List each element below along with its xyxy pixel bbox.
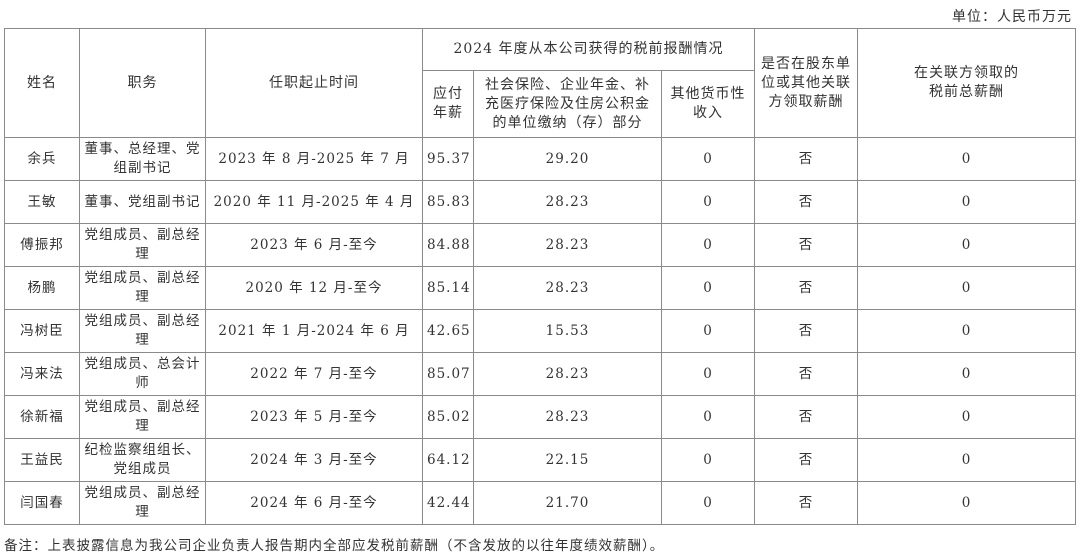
header-related: 在关联方领取的税前总薪酬	[857, 28, 1076, 138]
cell-position: 纪检监察组组长、党组成员	[79, 438, 206, 482]
cell-name: 闫国春	[4, 481, 80, 525]
cell-salary: 85.02	[422, 395, 474, 439]
cell-salary: 85.14	[422, 266, 474, 310]
table-row: 徐新福 党组成员、副总经理 2023 年 5 月-至今 85.02 28.23 0 否 0	[4, 395, 1076, 439]
cell-social: 29.20	[473, 137, 662, 181]
cell-salary: 85.83	[422, 180, 474, 224]
cell-related: 0	[857, 180, 1076, 224]
cell-salary: 64.12	[422, 438, 474, 482]
cell-other: 0	[661, 352, 755, 396]
cell-term: 2021 年 1 月-2024 年 6 月	[205, 309, 423, 353]
header-shareholder: 是否在股东单位或其他关联方领取薪酬	[754, 28, 858, 138]
cell-other: 0	[661, 395, 755, 439]
cell-related: 0	[857, 352, 1076, 396]
cell-position: 党组成员、副总经理	[79, 223, 206, 267]
cell-social: 28.23	[473, 266, 662, 310]
compensation-table: 姓名 职务 任职起止时间 2024 年度从本公司获得的税前报酬情况 是否在股东单…	[4, 28, 1076, 525]
header-name: 姓名	[4, 28, 80, 138]
table-row: 余兵 董事、总经理、党组副书记 2023 年 8 月-2025 年 7 月 95.37…	[4, 137, 1076, 181]
table-row: 杨鹏 党组成员、副总经理 2020 年 12 月-至今 85.14 28.23 0 否 0	[4, 266, 1076, 310]
cell-salary: 42.44	[422, 481, 474, 525]
cell-term: 2020 年 11 月-2025 年 4 月	[205, 180, 423, 224]
cell-term: 2020 年 12 月-至今	[205, 266, 423, 310]
cell-name: 王益民	[4, 438, 80, 482]
table-row: 冯来法 党组成员、总会计师 2022 年 7 月-至今 85.07 28.23 0 否 0	[4, 352, 1076, 396]
cell-other: 0	[661, 137, 755, 181]
cell-social: 28.23	[473, 352, 662, 396]
cell-related: 0	[857, 309, 1076, 353]
header-social: 社会保险、企业年金、补充医疗保险及住房公积金的单位缴纳（存）部分	[473, 70, 662, 138]
cell-related: 0	[857, 137, 1076, 181]
cell-shareholder: 否	[754, 266, 858, 310]
cell-position: 党组成员、副总经理	[79, 481, 206, 525]
cell-name: 冯树臣	[4, 309, 80, 353]
cell-shareholder: 否	[754, 137, 858, 181]
cell-other: 0	[661, 223, 755, 267]
cell-related: 0	[857, 395, 1076, 439]
cell-shareholder: 否	[754, 223, 858, 267]
cell-term: 2022 年 7 月-至今	[205, 352, 423, 396]
cell-salary: 95.37	[422, 137, 474, 181]
cell-related: 0	[857, 223, 1076, 267]
cell-term: 2023 年 6 月-至今	[205, 223, 423, 267]
cell-position: 董事、党组副书记	[79, 180, 206, 224]
cell-social: 28.23	[473, 223, 662, 267]
cell-term: 2024 年 3 月-至今	[205, 438, 423, 482]
header-position: 职务	[79, 28, 206, 138]
header-group: 2024 年度从本公司获得的税前报酬情况	[422, 28, 755, 71]
cell-other: 0	[661, 438, 755, 482]
cell-salary: 84.88	[422, 223, 474, 267]
header-salary: 应付年薪	[422, 70, 474, 138]
cell-other: 0	[661, 481, 755, 525]
cell-shareholder: 否	[754, 309, 858, 353]
cell-social: 22.15	[473, 438, 662, 482]
cell-social: 21.70	[473, 481, 662, 525]
cell-social: 28.23	[473, 395, 662, 439]
cell-social: 15.53	[473, 309, 662, 353]
cell-other: 0	[661, 180, 755, 224]
table-row: 傅振邦 党组成员、副总经理 2023 年 6 月-至今 84.88 28.23 0 否 0	[4, 223, 1076, 267]
header-other: 其他货币性收入	[661, 70, 755, 138]
cell-name: 徐新福	[4, 395, 80, 439]
cell-position: 党组成员、副总经理	[79, 395, 206, 439]
header-term: 任职起止时间	[205, 28, 423, 138]
table-row: 冯树臣 党组成员、副总经理 2021 年 1 月-2024 年 6 月 42.65 15…	[4, 309, 1076, 353]
cell-position: 党组成员、总会计师	[79, 352, 206, 396]
cell-term: 2024 年 6 月-至今	[205, 481, 423, 525]
unit-label: 单位：人民币万元	[952, 9, 1072, 25]
cell-name: 傅振邦	[4, 223, 80, 267]
cell-shareholder: 否	[754, 180, 858, 224]
cell-shareholder: 否	[754, 481, 858, 525]
cell-salary: 42.65	[422, 309, 474, 353]
cell-term: 2023 年 8 月-2025 年 7 月	[205, 137, 423, 181]
table-row: 王益民 纪检监察组组长、党组成员 2024 年 3 月-至今 64.12 22.15 0 否…	[4, 438, 1076, 482]
cell-name: 余兵	[4, 137, 80, 181]
cell-related: 0	[857, 481, 1076, 525]
cell-shareholder: 否	[754, 395, 858, 439]
table-row: 王敏 董事、党组副书记 2020 年 11 月-2025 年 4 月 85.83 28.…	[4, 180, 1076, 224]
cell-shareholder: 否	[754, 438, 858, 482]
cell-other: 0	[661, 266, 755, 310]
cell-position: 党组成员、副总经理	[79, 266, 206, 310]
table-row: 闫国春 党组成员、副总经理 2024 年 6 月-至今 42.44 21.70 0 否 0	[4, 481, 1076, 525]
cell-name: 冯来法	[4, 352, 80, 396]
footnote: 备注：上表披露信息为我公司企业负责人报告期内全部应发税前薪酬（不含发放的以往年度…	[4, 538, 665, 554]
cell-term: 2023 年 5 月-至今	[205, 395, 423, 439]
cell-name: 王敏	[4, 180, 80, 224]
cell-salary: 85.07	[422, 352, 474, 396]
cell-name: 杨鹏	[4, 266, 80, 310]
cell-related: 0	[857, 438, 1076, 482]
cell-social: 28.23	[473, 180, 662, 224]
cell-position: 党组成员、副总经理	[79, 309, 206, 353]
cell-other: 0	[661, 309, 755, 353]
cell-position: 董事、总经理、党组副书记	[79, 137, 206, 181]
cell-related: 0	[857, 266, 1076, 310]
cell-shareholder: 否	[754, 352, 858, 396]
